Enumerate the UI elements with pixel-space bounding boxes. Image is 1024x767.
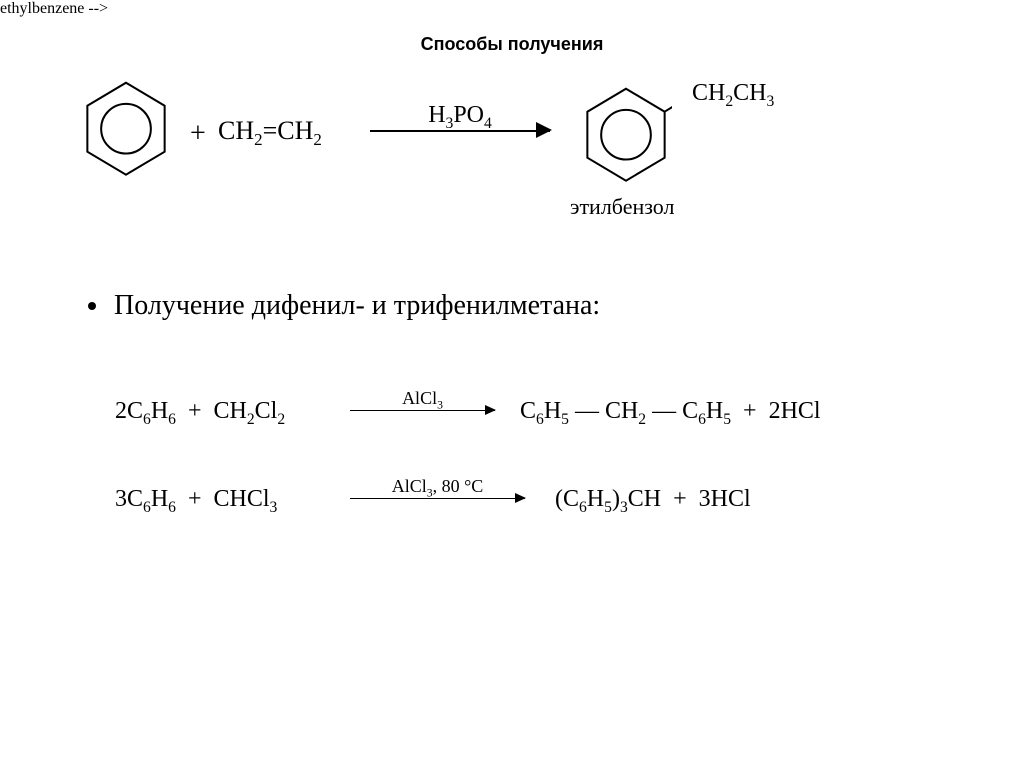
substituent-ch2ch3: CH2CH3 — [692, 80, 774, 111]
reaction-alkylation: + CH2=CH2 H3PO4 CH2CH3 этилбензол — [80, 78, 860, 198]
benzene-product-icon — [580, 84, 672, 190]
eq1-catalyst: AlCl3 — [350, 388, 495, 412]
section-heading: Получение дифенил- и трифенилметана: — [88, 290, 600, 322]
plus-sign: + — [190, 118, 206, 150]
eq1-arrow: AlCl3 — [350, 410, 495, 411]
benzene-reactant-icon — [80, 78, 172, 184]
equations-block: 2C6H6 + CH2Cl2 AlCl3 C6H5 — CH2 — C6H5 +… — [115, 378, 915, 554]
eq2-lhs: 3C6H6 + CHCl3 — [115, 486, 277, 517]
section-heading-text: Получение дифенил- и трифенилметана: — [114, 290, 600, 321]
bullet-icon — [88, 302, 96, 310]
eq2-catalyst: AlCl3, 80 °C — [350, 476, 525, 500]
reagent-ethylene: CH2=CH2 — [218, 116, 322, 150]
eq2-arrow: AlCl3, 80 °C — [350, 498, 525, 499]
equation-triphenylmethane: 3C6H6 + CHCl3 AlCl3, 80 °C (C6H5)3CH + 3… — [115, 466, 915, 536]
page-title: Способы получения — [0, 34, 1024, 55]
eq2-rhs: (C6H5)3CH + 3HCl — [555, 486, 751, 517]
slide: Способы получения ethylbenzene --> + CH2… — [0, 0, 1024, 767]
reaction-arrow: H3PO4 — [370, 130, 550, 132]
equation-diphenylmethane: 2C6H6 + CH2Cl2 AlCl3 C6H5 — CH2 — C6H5 +… — [115, 378, 915, 448]
catalyst-label: H3PO4 — [370, 102, 550, 133]
product-name-label: этилбензол — [570, 194, 675, 220]
eq1-rhs: C6H5 — CH2 — C6H5 + 2HCl — [520, 398, 821, 429]
eq1-lhs: 2C6H6 + CH2Cl2 — [115, 398, 285, 429]
